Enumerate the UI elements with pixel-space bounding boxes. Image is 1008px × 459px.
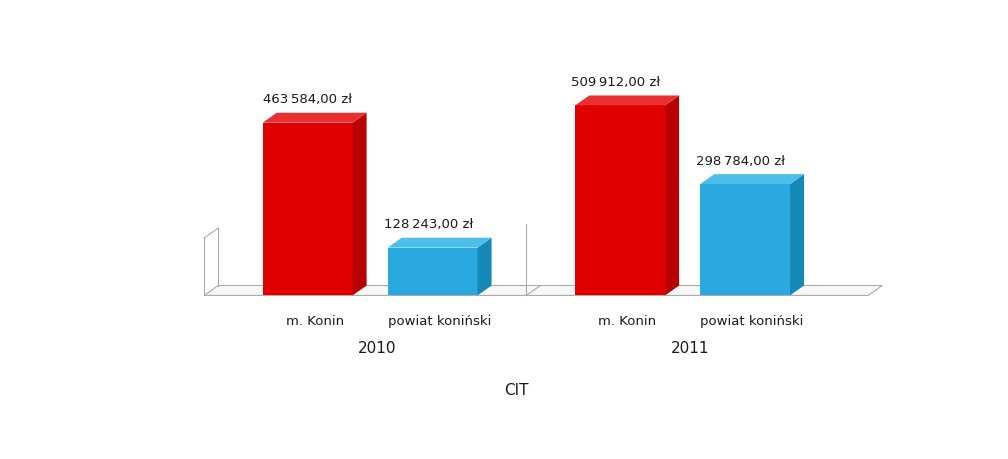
Polygon shape bbox=[388, 238, 492, 247]
Text: 128 243,00 zł: 128 243,00 zł bbox=[384, 218, 473, 231]
Polygon shape bbox=[790, 174, 804, 296]
Polygon shape bbox=[263, 113, 367, 123]
Text: 298 784,00 zł: 298 784,00 zł bbox=[697, 155, 785, 168]
Polygon shape bbox=[701, 184, 790, 296]
Text: powiat koniński: powiat koniński bbox=[388, 315, 491, 328]
Text: 2010: 2010 bbox=[358, 341, 396, 356]
Polygon shape bbox=[665, 95, 679, 296]
Polygon shape bbox=[701, 174, 804, 184]
Polygon shape bbox=[353, 113, 367, 296]
Polygon shape bbox=[478, 238, 492, 296]
Text: 2011: 2011 bbox=[670, 341, 709, 356]
Polygon shape bbox=[263, 123, 353, 296]
Text: CIT: CIT bbox=[504, 383, 529, 398]
Polygon shape bbox=[576, 95, 679, 106]
Text: 509 912,00 zł: 509 912,00 zł bbox=[572, 76, 660, 89]
Polygon shape bbox=[576, 106, 665, 296]
Text: powiat koniński: powiat koniński bbox=[701, 315, 803, 328]
Text: m. Konin: m. Konin bbox=[285, 315, 344, 328]
Text: m. Konin: m. Konin bbox=[598, 315, 656, 328]
Polygon shape bbox=[204, 285, 882, 296]
Polygon shape bbox=[388, 247, 478, 296]
Text: 463 584,00 zł: 463 584,00 zł bbox=[263, 93, 352, 106]
